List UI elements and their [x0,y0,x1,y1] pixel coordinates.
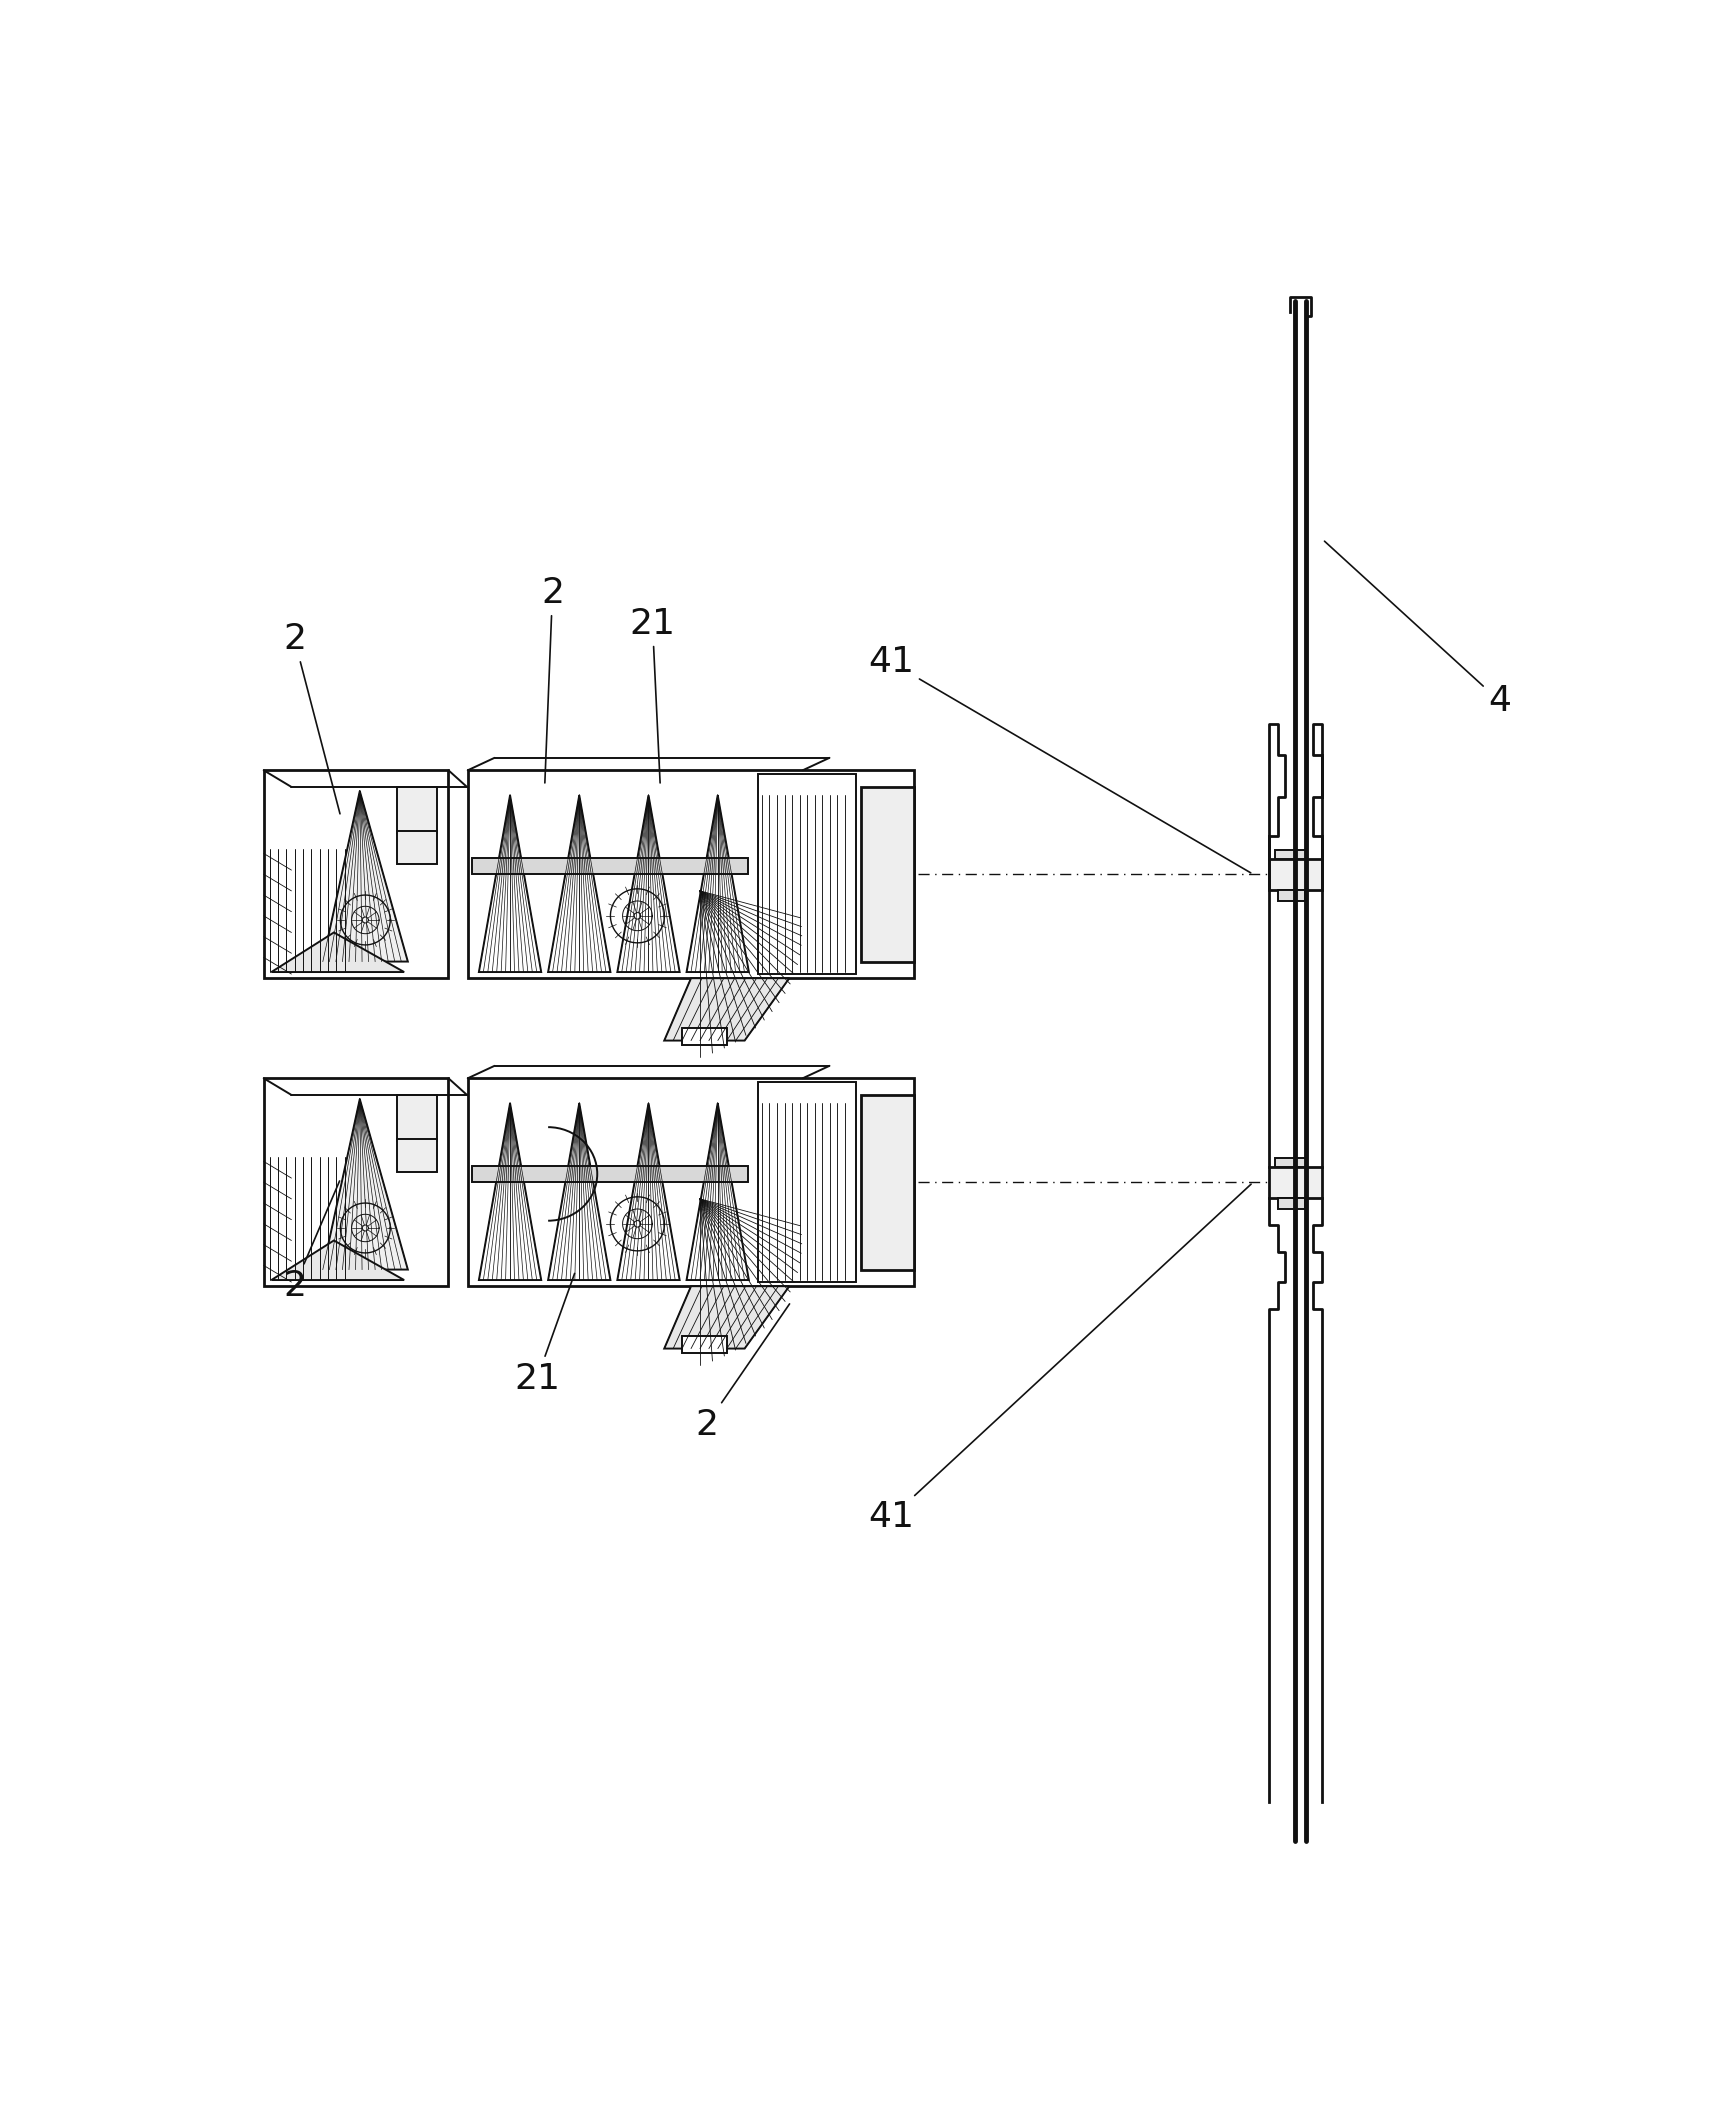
Bar [264,770,448,977]
Bar [472,1166,748,1183]
Polygon shape [686,1102,748,1280]
Polygon shape [665,977,790,1041]
Bar [472,859,748,873]
Bar [467,770,915,977]
Bar [861,787,915,962]
Polygon shape [323,1098,408,1270]
Bar [398,831,437,863]
Polygon shape [686,795,748,973]
Polygon shape [479,795,542,973]
Polygon shape [549,795,611,973]
Polygon shape [271,933,404,973]
Bar [682,1336,727,1353]
Text: 2: 2 [694,1304,790,1442]
Bar [1269,1166,1323,1198]
Polygon shape [665,1287,790,1348]
Bar [682,1028,727,1045]
Bar [264,1079,448,1287]
Polygon shape [618,1102,681,1280]
Bar [398,1094,437,1141]
Text: 2: 2 [542,577,564,782]
Polygon shape [271,1240,404,1280]
Text: 41: 41 [868,644,1250,873]
Bar [1278,1198,1305,1208]
Bar [1274,850,1307,859]
Bar [1274,1158,1307,1166]
Polygon shape [618,795,681,973]
Text: 2: 2 [283,1181,340,1304]
Polygon shape [479,1102,542,1280]
Bar [1269,859,1323,890]
Text: 4: 4 [1325,541,1510,719]
Polygon shape [323,791,408,962]
Bar [398,1138,437,1172]
Text: 2: 2 [283,623,340,814]
Polygon shape [549,1102,611,1280]
Bar [1278,890,1305,901]
Text: 21: 21 [514,1274,575,1395]
Bar [759,774,856,975]
Bar [467,1079,915,1287]
Text: 41: 41 [868,1185,1252,1535]
Bar [759,1081,856,1283]
Bar [861,1094,915,1270]
Text: 21: 21 [630,606,675,782]
Bar [398,787,437,833]
